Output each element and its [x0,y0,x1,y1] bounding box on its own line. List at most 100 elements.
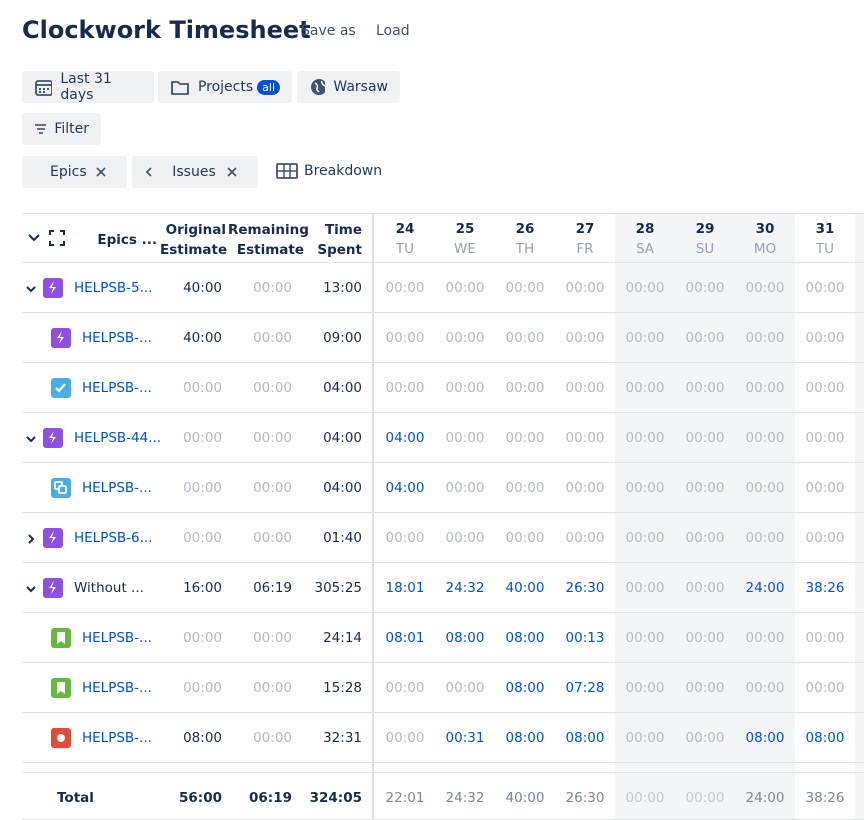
title: Clockwork Timesheet [22,16,311,44]
day-time: 00:00 [385,530,425,546]
projects-button[interactable]: Projects all [158,71,292,103]
issue-link[interactable]: HELPSB-... [82,480,152,496]
day-time: 00:00 [565,530,605,546]
day-time: 00:31 [445,730,485,746]
chevron-icon[interactable] [144,166,154,178]
day-time: 00:00 [505,380,545,396]
day-time: 00:00 [805,680,845,696]
day-time: 00:00 [625,430,665,446]
breakdown-button[interactable]: Breakdown [276,163,382,179]
row-toggle[interactable] [24,431,38,445]
day-time: 00:00 [685,280,725,296]
weekday: TU [815,241,835,257]
time-spent: 04:00 [323,430,362,446]
day-time: 08:00 [445,630,485,646]
day-time: 00:00 [385,280,425,296]
issue-link[interactable]: HELPSB-... [82,680,152,696]
day-time: 00:00 [565,380,605,396]
issue-link[interactable]: HELPSB-6... [74,530,153,546]
day-time: 08:01 [385,630,425,646]
total-day: 24:00 [745,790,785,806]
total-remaining: 06:19 [249,790,292,806]
column-header: Remaining Estimate [228,222,309,258]
remaining-estimate: 00:00 [253,280,292,296]
filter-button[interactable]: Filter [22,113,101,145]
row-toggle[interactable] [24,281,38,295]
day-number: 28 [635,221,655,237]
day-time: 00:00 [805,430,845,446]
day-time: 00:00 [445,280,485,296]
filter-label: Filter [54,121,89,137]
row-line [22,762,864,763]
column-header: Time Spent [317,222,362,258]
day-time: 00:00 [625,730,665,746]
day-time: 07:28 [565,680,605,696]
epics-chip[interactable]: Epics [22,156,127,188]
period-button[interactable]: Last 31 days [22,71,154,103]
header-top-line [22,213,864,214]
original-estimate: 08:00 [183,730,222,746]
issue-type-icon [50,327,72,349]
remaining-estimate: 00:00 [253,630,292,646]
issues-chip[interactable]: Issues [132,156,258,188]
timezone-label: Warsaw [333,79,388,95]
remaining-estimate: 00:00 [253,430,292,446]
issue-link[interactable]: HELPSB-44... [74,430,162,446]
load[interactable]: Load [376,23,410,39]
day-time: 00:00 [805,480,845,496]
time-spent: 24:14 [323,630,362,646]
day-time: 00:00 [565,330,605,346]
day-time: 00:00 [625,280,665,296]
row-toggle[interactable] [24,581,38,595]
day-time: 24:32 [445,580,485,596]
day-time: 00:00 [565,430,605,446]
remaining-estimate: 00:00 [253,530,292,546]
row-toggle[interactable] [24,531,38,545]
original-estimate: 00:00 [183,630,222,646]
remaining-estimate: 00:00 [253,380,292,396]
remove-icon[interactable] [226,166,238,178]
original-estimate: 00:00 [183,480,222,496]
issue-type-icon [42,577,64,599]
issue-link[interactable]: HELPSB-... [82,630,152,646]
column-divider [372,213,374,820]
projects-label: Projects [197,79,254,95]
day-time: 00:00 [445,330,485,346]
day-number: 26 [515,221,535,237]
issue-link[interactable]: HELPSB-... [82,330,152,346]
day-time: 00:00 [385,330,425,346]
collapse-all[interactable] [27,230,41,244]
total-day: 40:00 [505,790,545,806]
save-as[interactable]: Save as [301,23,356,39]
timezone-button[interactable]: Warsaw [297,71,400,103]
time-spent: 04:00 [323,380,362,396]
issue-type-icon [42,277,64,299]
day-time: 00:00 [565,280,605,296]
day-time: 00:00 [685,330,725,346]
day-time: 00:00 [505,280,545,296]
day-time: 00:00 [385,380,425,396]
remaining-estimate: 00:00 [253,680,292,696]
weekday: SA [635,241,655,257]
day-time: 40:00 [505,580,545,596]
row-line [22,412,864,413]
globe-icon [311,79,326,95]
issue-type-icon [42,527,64,549]
issue-link[interactable]: HELPSB-... [82,730,152,746]
day-number: 24 [395,221,415,237]
day-time: 18:01 [385,580,425,596]
day-time: 00:00 [505,480,545,496]
period-label: Last 31 days [60,71,112,103]
expand-icon[interactable] [49,230,65,246]
day-time: 00:00 [805,330,845,346]
issue-link[interactable]: HELPSB-5... [74,280,153,296]
issue-type-icon [50,477,72,499]
day-time: 00:00 [685,730,725,746]
remove-icon[interactable] [95,166,107,178]
issue-link[interactable]: HELPSB-... [82,380,152,396]
day-time: 00:00 [745,380,785,396]
remaining-estimate: 00:00 [253,730,292,746]
header-bottom-line [22,262,864,263]
day-time: 00:00 [745,480,785,496]
